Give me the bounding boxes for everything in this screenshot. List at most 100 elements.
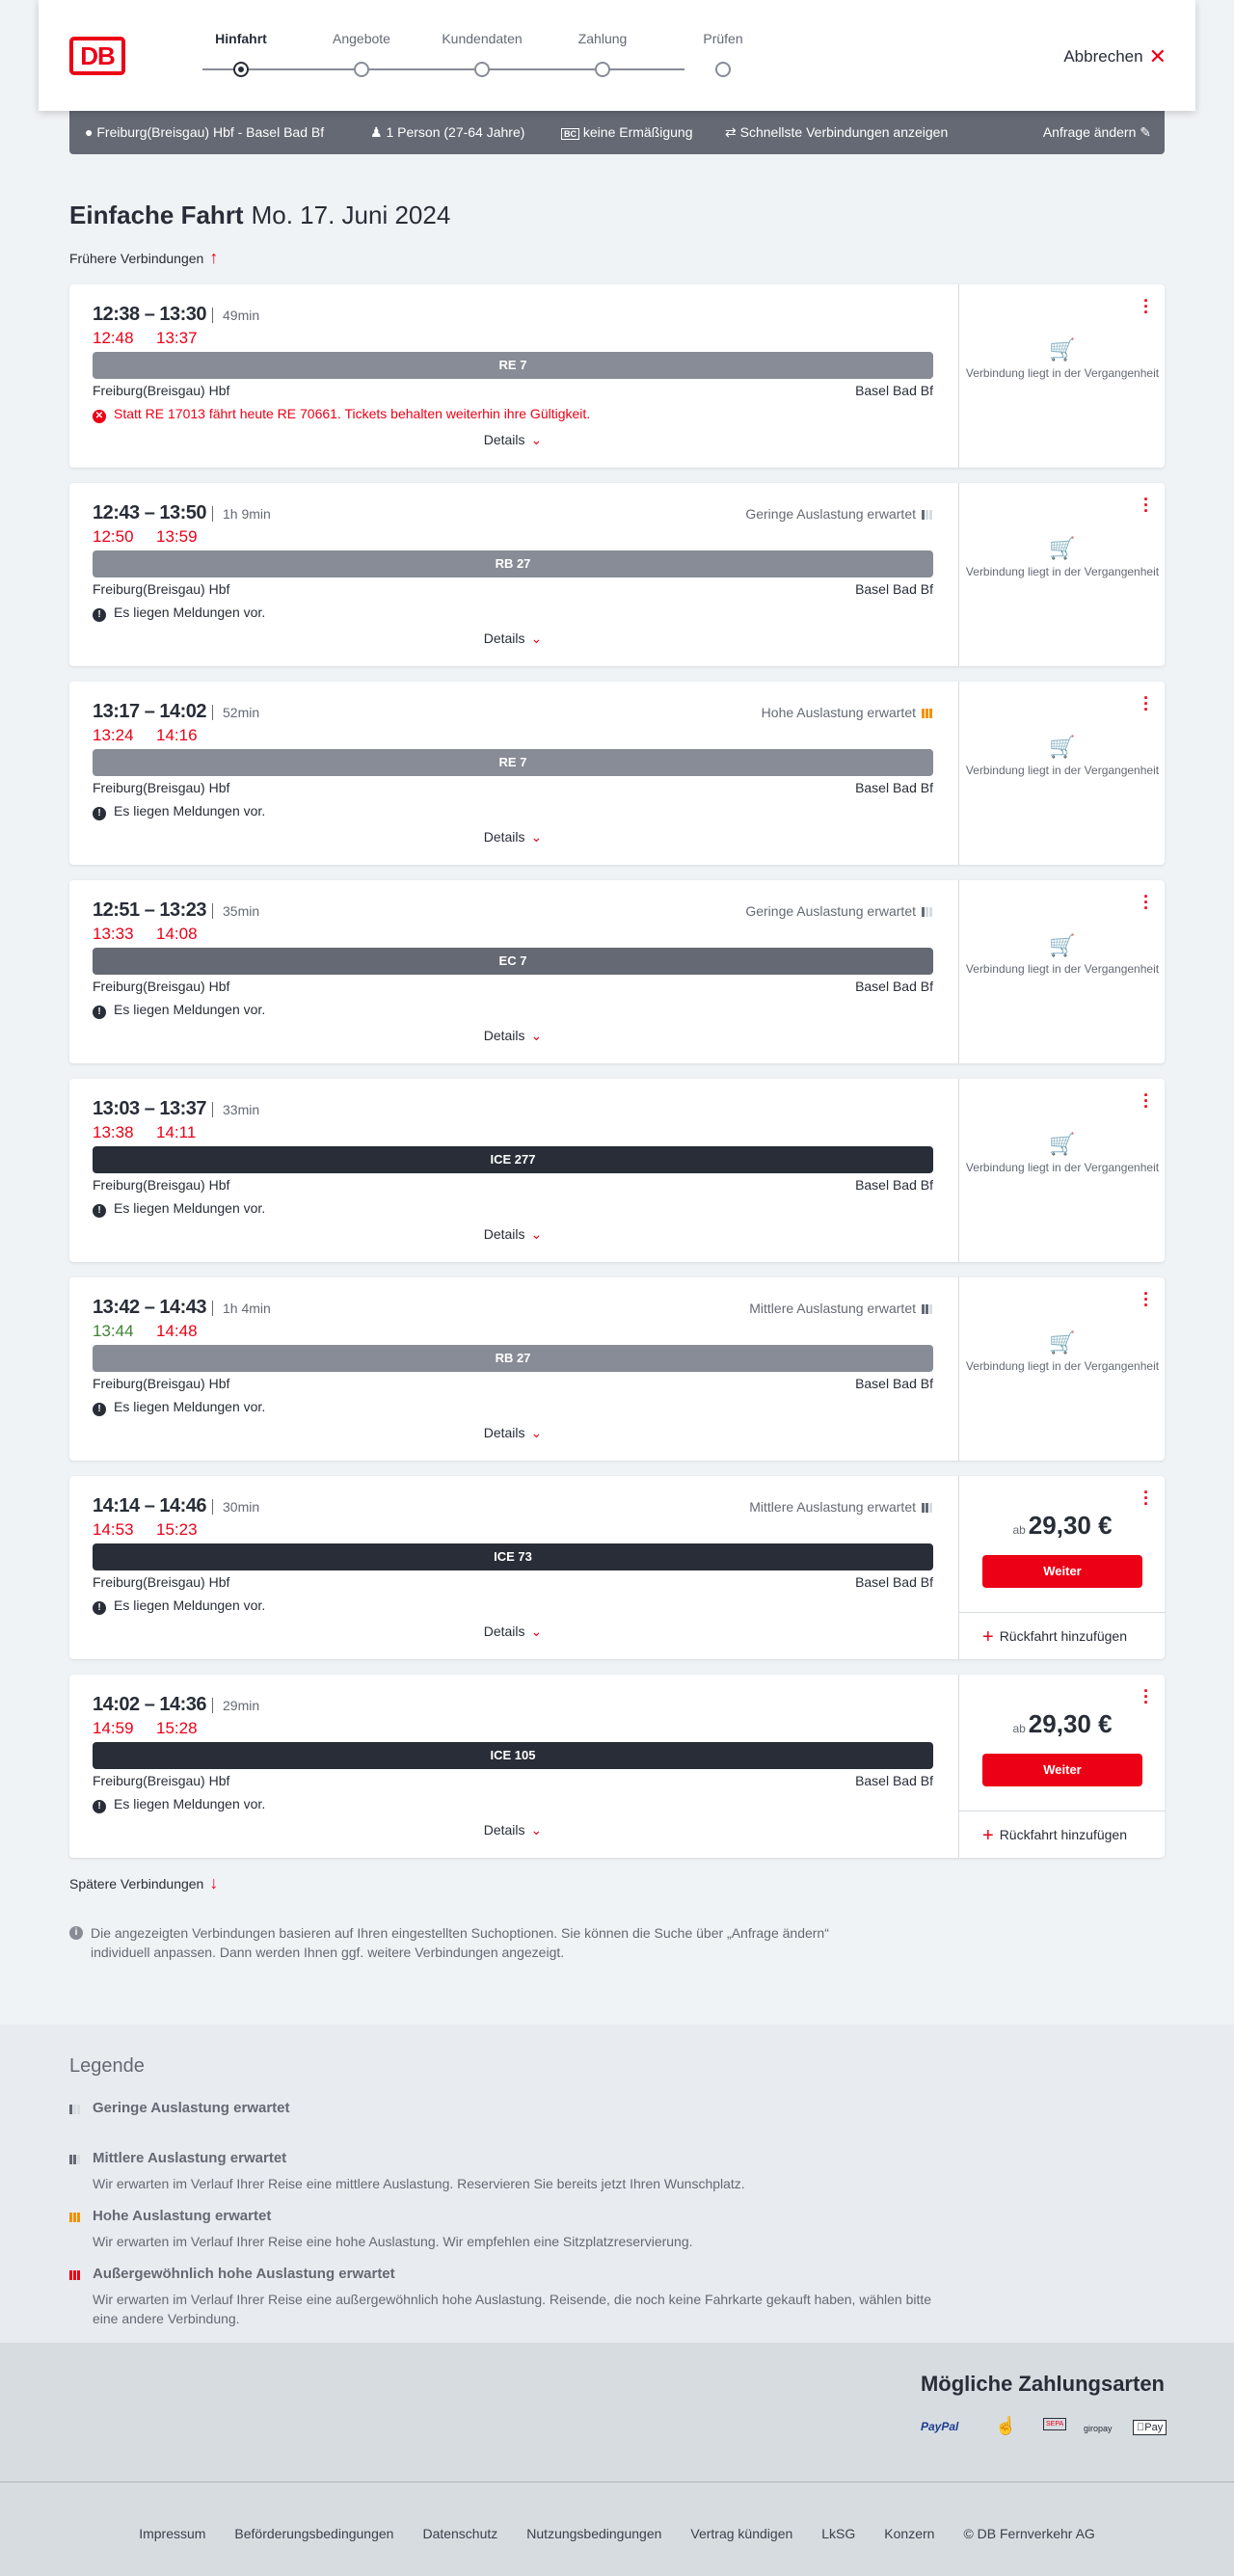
add-return-label: Rückfahrt hinzufügen — [999, 1827, 1127, 1842]
train-bar[interactable]: RB 27 — [93, 550, 933, 577]
details-toggle[interactable]: Details ⌄ — [93, 1226, 933, 1243]
footer-link[interactable]: Beförderungsbedingungen — [234, 2526, 394, 2541]
chevron-down-icon: ⌄ — [530, 1226, 543, 1242]
arrow-up-icon: ↑ — [209, 248, 219, 267]
chevron-down-icon: ⌄ — [530, 829, 543, 845]
train-bar[interactable]: RE 7 — [93, 749, 933, 776]
load-indicator: Geringe Auslastung erwartet — [745, 903, 933, 920]
footer-link[interactable]: LkSG — [821, 2526, 856, 2541]
train-bar[interactable]: RB 27 — [93, 1345, 933, 1372]
realtime-arrival: 15:23 — [156, 1520, 198, 1539]
db-logo[interactable]: DB — [69, 37, 125, 75]
train-bar[interactable]: RE 7 — [93, 352, 933, 379]
footer-link[interactable]: Nutzungsbedingungen — [526, 2526, 662, 2541]
price-prefix: ab — [1012, 1523, 1026, 1537]
load-indicator: Mittlere Auslastung erwartet — [749, 1499, 933, 1516]
offer-panel: · · · 🛒 Verbindung liegt in der Vergangenhe… — [958, 1079, 1165, 1262]
departure-station: Freiburg(Breisgau) Hbf — [93, 1177, 230, 1193]
duration: 35min — [212, 903, 259, 919]
edit-request-button[interactable]: Anfrage ändern ✎ — [1043, 124, 1151, 141]
connection-main: 12:43 – 13:50 1h 9min 12:50 13:59 Gering… — [93, 483, 933, 666]
message-text: Es liegen Meldungen vor. — [114, 1002, 266, 1017]
scheduled-times: 12:38 – 13:30 — [93, 304, 207, 325]
paypal-icon: PayPal — [921, 2420, 959, 2433]
connection-message: ! Es liegen Meldungen vor. — [93, 604, 265, 622]
train-bar[interactable]: EC 7 — [93, 948, 933, 975]
footer-link[interactable]: Datenschutz — [422, 2526, 498, 2541]
chevron-down-icon: ⌄ — [530, 1425, 543, 1440]
load-2-icon — [922, 1301, 933, 1317]
details-toggle[interactable]: Details ⌄ — [93, 631, 933, 647]
connection-main: 14:14 – 14:46 30min 14:53 15:23 Mittlere… — [93, 1476, 933, 1659]
train-bar[interactable]: ICE 73 — [93, 1543, 933, 1570]
legend-item-title: Mittlere Auslastung erwartet — [93, 2150, 287, 2166]
departure-station: Freiburg(Breisgau) Hbf — [93, 780, 230, 795]
person-icon: ♟ — [370, 124, 383, 140]
departure-station: Freiburg(Breisgau) Hbf — [93, 1773, 230, 1788]
connection-message: ! Es liegen Meldungen vor. — [93, 1200, 265, 1218]
legend-item-desc: Wir erwarten im Verlauf Ihrer Reise eine… — [93, 2234, 693, 2249]
step-dot — [715, 62, 731, 77]
train-bar[interactable]: ICE 105 — [93, 1742, 933, 1769]
legend-item-desc: Wir erwarten im Verlauf Ihrer Reise eine… — [93, 2176, 745, 2191]
details-toggle[interactable]: Details ⌄ — [93, 1425, 933, 1441]
connection-message: ! Es liegen Meldungen vor. — [93, 1399, 265, 1416]
offer-panel: · · · 🛒 Verbindung liegt in der Vergangenhe… — [958, 483, 1165, 666]
warning-icon: ! — [93, 807, 106, 820]
chevron-down-icon: ⌄ — [530, 631, 543, 646]
continue-button[interactable]: Weiter — [982, 1754, 1142, 1786]
more-options-icon[interactable]: · · · — [1143, 887, 1149, 918]
cart-unavailable-icon: 🛒 — [1049, 933, 1076, 957]
location-pin-icon: ● — [85, 124, 94, 140]
more-options-icon[interactable]: · · · — [1143, 1483, 1149, 1514]
offer-panel: · · · 🛒 Verbindung liegt in der Vergangenhe… — [958, 682, 1165, 865]
discount-summary: BC keine Ermäßigung — [561, 124, 693, 140]
details-toggle[interactable]: Details ⌄ — [93, 1822, 933, 1838]
later-connections-link[interactable]: Spätere Verbindungen ↓ — [69, 1873, 218, 1893]
more-options-icon[interactable]: · · · — [1143, 1681, 1149, 1712]
past-text: Verbindung liegt in der Vergangenheit — [965, 962, 1160, 976]
message-text: Es liegen Meldungen vor. — [114, 1796, 266, 1811]
details-toggle[interactable]: Details ⌄ — [93, 1623, 933, 1640]
more-options-icon[interactable]: · · · — [1143, 1284, 1149, 1315]
add-return-button[interactable]: + Rückfahrt hinzufügen — [959, 1612, 1166, 1659]
more-options-icon[interactable]: · · · — [1143, 490, 1149, 521]
apple-pay-label: Pay — [1137, 2422, 1163, 2433]
arrival-station: Basel Bad Bf — [855, 383, 933, 398]
connection-message: ! Es liegen Meldungen vor. — [93, 1597, 265, 1615]
past-text: Verbindung liegt in der Vergangenheit — [965, 366, 1160, 380]
train-bar[interactable]: ICE 277 — [93, 1146, 933, 1173]
cancel-button[interactable]: Abbrechen ✕ — [1063, 44, 1167, 69]
details-toggle[interactable]: Details ⌄ — [93, 829, 933, 845]
swap-icon: ⇄ — [725, 124, 737, 140]
details-toggle[interactable]: Details ⌄ — [93, 1028, 933, 1044]
warning-icon: ! — [93, 1006, 106, 1019]
legend-item: Mittlere Auslastung erwartet Wir erwarten… — [69, 2150, 937, 2193]
offer-panel: · · · 🛒 Verbindung liegt in der Vergangenhe… — [958, 880, 1165, 1063]
giropay-icon: giropay — [1084, 2424, 1113, 2433]
legend-item-title: Außergewöhnlich hohe Auslastung erwartet — [93, 2266, 395, 2282]
footer-link[interactable]: Impressum — [139, 2526, 206, 2541]
price: ab 29,30 € — [959, 1511, 1166, 1541]
pencil-icon: ✎ — [1140, 124, 1151, 140]
more-options-icon[interactable]: · · · — [1143, 291, 1149, 322]
details-label: Details — [483, 432, 525, 447]
footer-link[interactable]: Konzern — [884, 2526, 935, 2541]
connection-card: 13:03 – 13:37 33min 13:38 14:11 ICE 277 … — [69, 1079, 1165, 1262]
earlier-connections-link[interactable]: Frühere Verbindungen ↑ — [69, 248, 218, 268]
load-text: Mittlere Auslastung erwartet — [749, 1499, 916, 1515]
details-toggle[interactable]: Details ⌄ — [93, 432, 933, 448]
bahncard-icon: BC — [561, 128, 579, 140]
scheduled-times: 12:51 – 13:23 — [93, 899, 207, 921]
add-return-label: Rückfahrt hinzufügen — [999, 1628, 1127, 1644]
add-return-button[interactable]: + Rückfahrt hinzufügen — [959, 1811, 1166, 1858]
more-options-icon[interactable]: · · · — [1143, 1086, 1149, 1116]
continue-button[interactable]: Weiter — [982, 1555, 1142, 1588]
realtime-arrival: 14:08 — [156, 925, 198, 943]
footer-link[interactable]: Vertrag kündigen — [690, 2526, 793, 2541]
more-options-icon[interactable]: · · · — [1143, 688, 1149, 719]
warning-icon: ! — [93, 1204, 106, 1218]
connection-message: ! Es liegen Meldungen vor. — [93, 1796, 265, 1813]
legend-item: Hohe Auslastung erwartet Wir erwarten im … — [69, 2208, 937, 2251]
route-summary: ● Freiburg(Breisgau) Hbf - Basel Bad Bf — [85, 124, 324, 140]
